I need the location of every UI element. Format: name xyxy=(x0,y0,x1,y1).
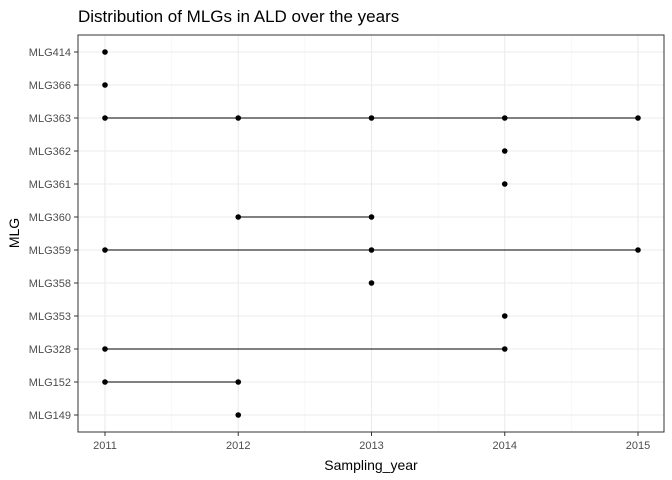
y-tick-label: MLG360 xyxy=(29,212,71,224)
y-tick-label: MLG149 xyxy=(29,410,71,422)
point-mlg360-2012 xyxy=(235,214,242,220)
y-tick-label: MLG328 xyxy=(29,344,71,356)
x-tick-label: 2015 xyxy=(626,440,650,452)
point-mlg366-2011 xyxy=(102,82,108,88)
point-mlg328-2014 xyxy=(501,346,508,352)
point-mlg362-2014 xyxy=(501,148,508,154)
point-mlg152-2012 xyxy=(235,379,242,385)
point-mlg358-2013 xyxy=(368,280,375,286)
y-axis: MLG149 MLG152 MLG328 MLG353 MLG358 MLG359 MLG3… xyxy=(29,47,78,422)
point-mlg353-2014 xyxy=(501,313,508,319)
point-mlg359-2015 xyxy=(635,247,641,253)
y-tick-label: MLG366 xyxy=(29,80,71,92)
y-tick-label: MLG414 xyxy=(29,47,71,59)
y-tick-label: MLG361 xyxy=(29,179,71,191)
point-mlg414-2011 xyxy=(102,49,108,55)
x-axis-title: Sampling_year xyxy=(324,457,418,473)
y-tick-label: MLG152 xyxy=(29,377,71,389)
chart-title: Distribution of MLGs in ALD over the yea… xyxy=(78,7,399,26)
point-mlg359-2011 xyxy=(102,247,108,253)
y-tick-label: MLG358 xyxy=(29,278,71,290)
x-tick-label: 2013 xyxy=(359,440,383,452)
point-mlg152-2011 xyxy=(102,379,108,385)
x-tick-label: 2012 xyxy=(226,440,250,452)
x-tick-label: 2014 xyxy=(493,440,517,452)
x-axis: 2011 2012 2013 2014 2015 xyxy=(93,432,650,452)
points xyxy=(102,49,641,418)
grid xyxy=(78,35,664,432)
y-tick-label: MLG363 xyxy=(29,113,71,125)
point-mlg363-2012 xyxy=(235,115,242,121)
point-mlg149-2012 xyxy=(235,412,242,418)
y-tick-label: MLG359 xyxy=(29,245,71,257)
y-axis-title: MLG xyxy=(6,218,22,248)
point-mlg363-2015 xyxy=(635,115,641,121)
point-mlg328-2011 xyxy=(102,346,108,352)
point-mlg361-2014 xyxy=(501,181,508,187)
y-tick-label: MLG362 xyxy=(29,146,71,158)
point-mlg363-2014 xyxy=(501,115,508,121)
x-tick-label: 2011 xyxy=(93,440,117,452)
point-mlg360-2013 xyxy=(368,214,375,220)
point-mlg363-2011 xyxy=(102,115,108,121)
y-tick-label: MLG353 xyxy=(29,311,71,323)
point-mlg363-2013 xyxy=(368,115,375,121)
point-mlg359-2013 xyxy=(368,247,375,253)
